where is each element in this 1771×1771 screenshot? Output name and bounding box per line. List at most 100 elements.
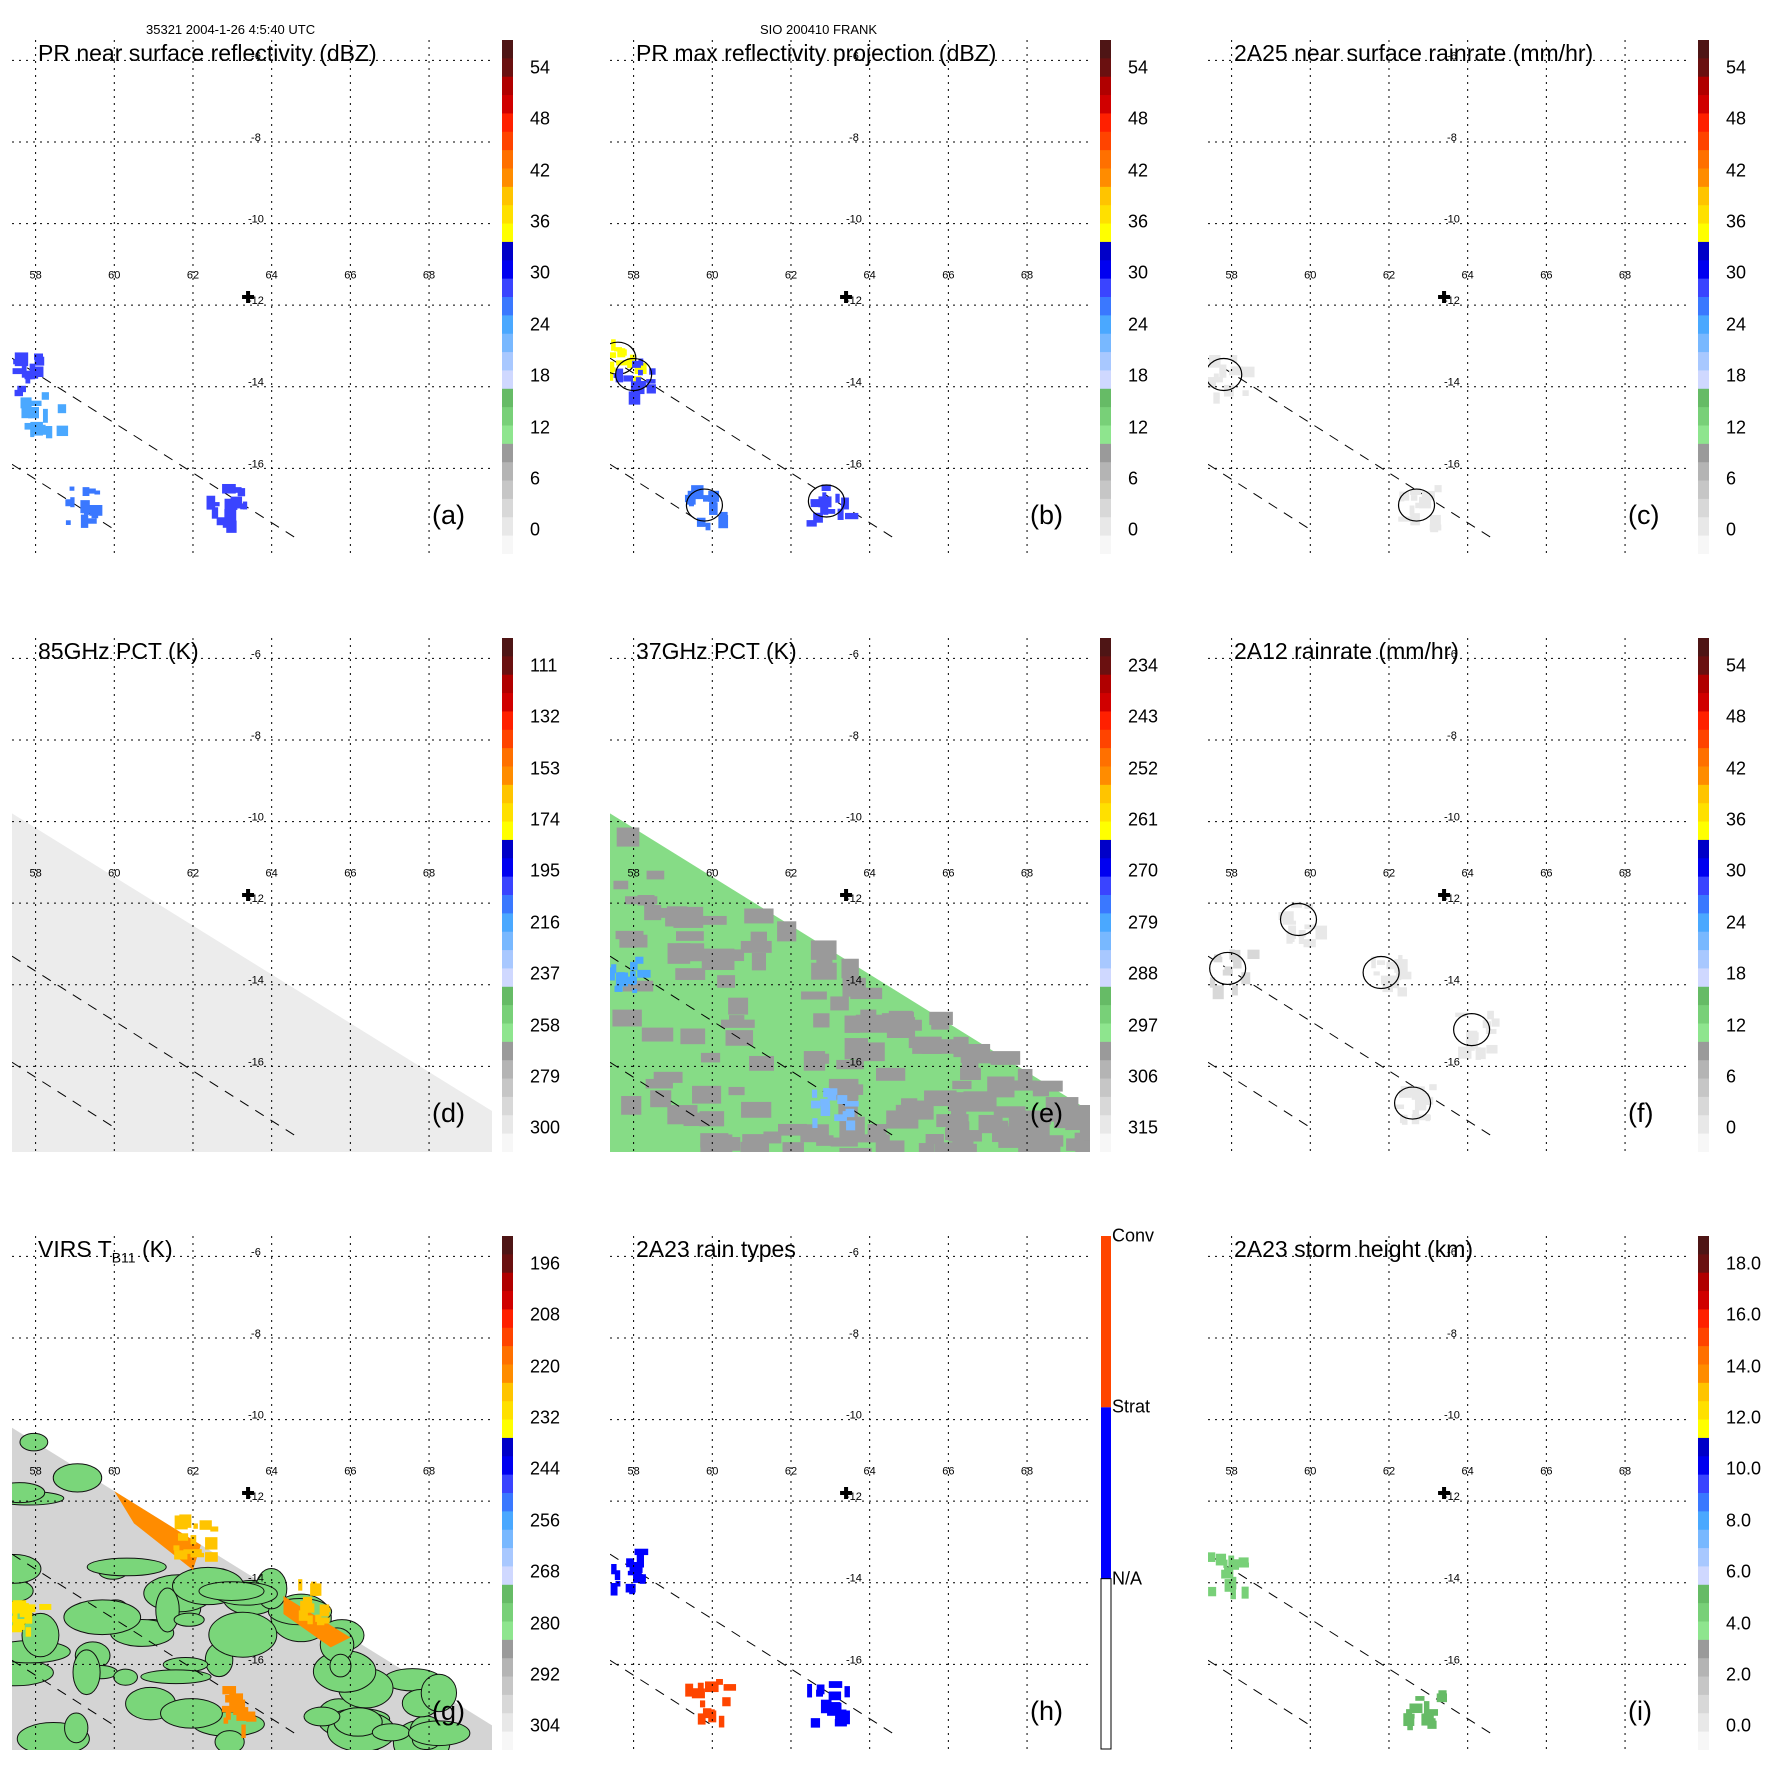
colorbar-tick-label: 6.0 — [1726, 1561, 1752, 1582]
colorbar-cell — [1698, 1115, 1709, 1135]
colorbar-tick-label: 24 — [530, 314, 551, 335]
colorbar-cell — [502, 1694, 513, 1714]
feature-pixel — [206, 495, 216, 510]
lon-tick-label: 66 — [344, 270, 356, 282]
colorbar-cell — [1698, 1060, 1709, 1080]
colorbar-cell — [502, 425, 513, 445]
feature-pixel — [1222, 969, 1233, 976]
lon-tick-label: 60 — [1304, 1466, 1316, 1478]
feature-pixel — [237, 488, 246, 497]
feature-pixel — [844, 1101, 859, 1107]
feature-pixel — [638, 369, 643, 376]
pixel-cluster — [646, 870, 665, 880]
feature-pixel — [224, 509, 237, 523]
precip-feature — [173, 1514, 219, 1562]
feature-pixel — [310, 1583, 322, 1596]
feature-pixel — [1373, 971, 1380, 976]
colorbar-cell — [1100, 1096, 1111, 1116]
feature-pixel — [1487, 1010, 1494, 1020]
colorbar-cell — [1698, 748, 1709, 767]
precip-feature — [806, 484, 859, 527]
colorbar-tick-label: 30 — [1726, 262, 1747, 283]
lon-tick-label: 62 — [1383, 270, 1395, 282]
storm-center-plus-icon — [840, 291, 853, 303]
feature-pixel — [629, 354, 635, 361]
feature-pixel — [241, 1724, 246, 1739]
colorbar-tick-label: 30 — [530, 262, 551, 283]
feature-pixel — [1410, 489, 1421, 496]
contour-line — [685, 488, 724, 522]
pixel-cluster — [782, 1142, 804, 1152]
map-area: 58 60 62 64 66 68 -6 -8 -10 -12 -14 -16 — [610, 1236, 1090, 1750]
colorbar-cell — [502, 1041, 513, 1061]
feature-pixel — [634, 1548, 649, 1556]
feature-pixel — [1241, 1586, 1249, 1599]
colorbar-cell — [1698, 1005, 1709, 1024]
feature-pixel — [82, 487, 90, 497]
pixel-cluster — [1018, 1142, 1049, 1152]
feature-pixel — [823, 1087, 830, 1098]
cloud-region — [420, 1673, 458, 1713]
colorbar-cell — [1100, 425, 1111, 445]
lon-tick-label: 64 — [266, 868, 278, 880]
feature-pixel — [637, 969, 651, 978]
feature-pixel — [1410, 495, 1418, 501]
lon-tick-label: 58 — [1225, 868, 1237, 880]
colorbar-cell — [1698, 150, 1709, 169]
storm-center-plus-icon — [840, 889, 853, 901]
feature-pixel — [302, 1596, 313, 1609]
lon-tick-label: 58 — [1225, 1466, 1237, 1478]
swath-edge-line — [1208, 463, 1311, 530]
lat-tick-label: -6 — [1447, 50, 1457, 62]
lon-tick-label: 62 — [187, 1466, 199, 1478]
pixel-cluster — [612, 1009, 642, 1027]
colorbar-tick-label: 0 — [1128, 519, 1139, 540]
lat-tick-label: -8 — [251, 132, 261, 144]
precip-feature — [12, 1600, 52, 1637]
pixel-cluster — [952, 1080, 972, 1090]
feature-pixel — [820, 1699, 832, 1714]
feature-pixel — [1208, 1586, 1217, 1597]
feature-pixel — [1219, 364, 1227, 378]
colorbar-cell — [502, 168, 513, 188]
colorbar-tick-label: 30 — [1726, 860, 1747, 881]
pixel-cluster — [1010, 1123, 1038, 1142]
feature-pixel — [1421, 490, 1435, 501]
pixel-cluster — [650, 1090, 672, 1108]
pixel-cluster — [1075, 1144, 1090, 1152]
lat-tick-label: -10 — [846, 812, 862, 824]
colorbar-cell — [1100, 803, 1111, 823]
feature-pixel — [820, 506, 826, 515]
feature-pixel — [1393, 1104, 1405, 1110]
colorbar-label: Strat — [1112, 1396, 1151, 1417]
feature-pixel — [837, 508, 844, 520]
colorbar-tick-label: 270 — [1128, 860, 1159, 881]
precip-feature — [1209, 949, 1260, 1000]
pixel-cluster — [613, 880, 629, 890]
feature-pixel — [222, 483, 236, 494]
feature-pixel — [1230, 366, 1243, 374]
swath-edge-line — [1208, 955, 1492, 1137]
colorbar-tick-label: 24 — [1726, 314, 1747, 335]
feature-pixel — [821, 484, 831, 491]
colorbar-cell — [502, 150, 513, 169]
feature-pixel — [34, 356, 45, 366]
feature-pixel — [1213, 956, 1223, 963]
feature-pixel — [224, 498, 238, 510]
feature-pixel — [21, 407, 33, 419]
cloud-region — [329, 1653, 352, 1678]
swath-edge-line — [12, 1061, 115, 1128]
panel-title: 37GHz PCT (K) — [636, 638, 797, 664]
colorbar-tick-label: 18.0 — [1726, 1253, 1762, 1274]
lon-tick-label: 62 — [187, 270, 199, 282]
pixel-cluster — [967, 1055, 996, 1064]
colorbar-cell — [1698, 1236, 1709, 1255]
colorbar-tick-label: 0 — [1726, 519, 1737, 540]
feature-pixel — [65, 520, 71, 525]
feature-pixel — [25, 1627, 32, 1637]
colorbar — [1698, 1236, 1718, 1750]
feature-pixel — [613, 373, 623, 379]
colorbar-cell — [502, 1584, 513, 1604]
colorbar — [1100, 638, 1120, 1152]
cloud-region — [19, 1432, 49, 1452]
